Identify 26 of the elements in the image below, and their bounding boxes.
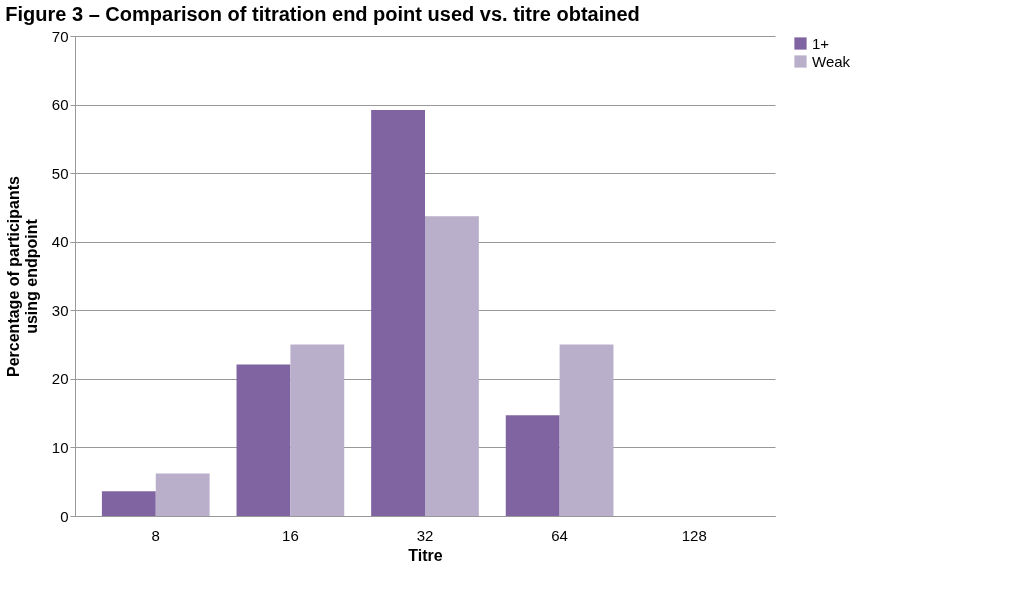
legend-label: 1+: [812, 34, 830, 52]
y-tick-label: 60: [51, 96, 69, 114]
bar: [236, 364, 291, 516]
bar: [371, 110, 425, 516]
x-tick-label: 16: [282, 526, 299, 544]
bar: [290, 344, 345, 516]
y-tick-label: 0: [60, 507, 69, 525]
bar: [425, 216, 479, 516]
x-tick-label: 128: [681, 526, 707, 544]
x-axis-title: Titre: [408, 546, 443, 564]
y-tick-label: 20: [51, 370, 69, 388]
bar: [559, 344, 614, 516]
chart-title: Figure 3 – Comparison of titration end point used vs. titre obtained: [5, 3, 640, 25]
y-tick-label: 10: [51, 438, 69, 456]
y-tick-label: 70: [51, 27, 69, 45]
bar: [505, 415, 560, 516]
x-tick-label: 64: [551, 526, 568, 544]
x-tick-label: 32: [416, 526, 434, 544]
bar: [101, 491, 156, 516]
y-axis-title: Percentage of participants using endpoint: [4, 175, 40, 377]
bar: [155, 473, 210, 516]
x-tick-label: 8: [151, 526, 160, 544]
legend-label: Weak: [812, 52, 851, 70]
y-tick-label: 40: [51, 233, 69, 251]
y-tick-label: 30: [51, 301, 69, 319]
y-tick-label: 50: [51, 164, 69, 182]
